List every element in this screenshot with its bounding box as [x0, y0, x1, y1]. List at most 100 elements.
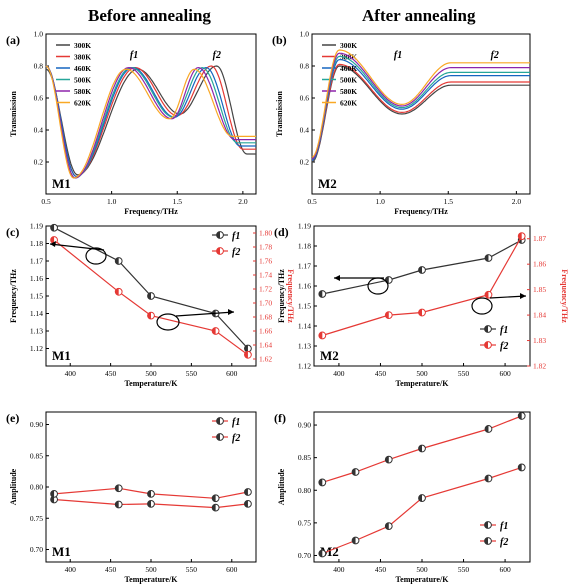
x-tick-label: 400 — [65, 369, 77, 378]
plot-frame — [311, 33, 531, 195]
data-point-f2-fill — [485, 475, 489, 482]
y-right-tick-label: 1.83 — [533, 336, 546, 345]
chart-panel-a: (a) M10.5 1.0 1.5 2.0 0.2 0.4 0.6 0.8 1.0 Frequenc… — [6, 30, 257, 216]
data-point-f2-fill — [50, 236, 55, 244]
y-tick-label: 0.80 — [30, 483, 43, 492]
data-point-f1-fill — [147, 500, 151, 508]
x-tick-label: 0.5 — [41, 197, 51, 206]
y-tick-label: 1.12 — [298, 362, 311, 371]
x-tick-label: 400 — [333, 565, 345, 574]
y-right-tick-label: 1.78 — [259, 243, 272, 252]
legend-marker-f1-fill — [484, 521, 488, 529]
x-tick-label: 500 — [145, 369, 157, 378]
axis-indicator-arrowhead — [228, 309, 234, 315]
x-tick-label: 450 — [105, 565, 117, 574]
y-tick-label: 0.85 — [30, 451, 43, 460]
series-line-460K — [311, 58, 530, 161]
data-point-f1-fill — [244, 345, 248, 352]
annotation-f1: f1 — [130, 50, 138, 61]
y-tick-label: 1.19 — [298, 222, 311, 231]
y-tick-label: 0.75 — [30, 514, 43, 523]
x-axis-label: Temperature/K — [125, 379, 179, 388]
series-line-580K — [311, 52, 530, 160]
legend-marker-f2-fill — [216, 247, 220, 255]
y-right-tick-label: 1.82 — [533, 362, 546, 371]
y-axis-label: Amplitude — [277, 468, 286, 505]
x-tick-label: 450 — [105, 369, 117, 378]
legend-label-f1: f1 — [500, 325, 508, 336]
legend-marker-f1-fill — [216, 417, 220, 425]
y-right-axis-label: Frequency/THz — [560, 269, 568, 323]
x-tick-label: 1.5 — [173, 197, 183, 206]
series-line-580K — [45, 65, 256, 179]
data-point-f1-fill — [115, 501, 119, 508]
series-line-300K — [311, 65, 530, 163]
y-tick-label: 1.17 — [30, 257, 43, 266]
y-right-tick-label: 1.87 — [533, 234, 546, 243]
panel-label: (e) — [6, 411, 19, 425]
sample-label: M1 — [52, 544, 71, 559]
data-point-f2-fill — [518, 232, 522, 240]
y-tick-label: 1.16 — [298, 282, 311, 291]
y-tick-label: 1.18 — [30, 239, 43, 248]
legend-label-f1: f1 — [232, 417, 240, 428]
x-tick-label: 600 — [226, 565, 238, 574]
legend-label-460K: 460K — [74, 64, 91, 73]
x-tick-label: 500 — [416, 565, 428, 574]
chart-panel-c: (c) M1 400 450 500 550 600 1.12 1.13 1.14 1.15 1.16… — [6, 222, 295, 389]
x-tick-label: 450 — [375, 565, 387, 574]
data-point-f1-fill — [147, 292, 151, 300]
annotation-f2: f2 — [213, 50, 221, 61]
data-point-f2-fill — [115, 288, 119, 296]
x-axis-label: Frequency/THz — [124, 207, 178, 216]
x-axis-label: Temperature/K — [125, 575, 179, 584]
series-line-380K — [311, 63, 530, 161]
x-tick-label: 1.0 — [375, 197, 385, 206]
panel-label: (d) — [274, 225, 289, 239]
x-tick-label: 400 — [65, 565, 77, 574]
legend-label-500K: 500K — [340, 76, 357, 85]
data-point-f2-fill — [385, 311, 389, 319]
data-point-f2-fill — [485, 291, 489, 299]
data-point-f2-fill — [115, 484, 119, 492]
chart-panel-b: (b) M20.5 1.0 1.5 2.0 0.2 0.4 0.6 0.8 1.0 Frequenc… — [272, 30, 531, 216]
y-right-tick-label: 1.68 — [259, 313, 272, 322]
axis-indicator-arrowhead — [334, 275, 340, 281]
y-tick-label: 0.6 — [34, 94, 44, 103]
legend-label-460K: 460K — [340, 64, 357, 73]
axis-indicator-arrowhead — [520, 293, 526, 299]
y-tick-label: 0.8 — [34, 62, 44, 71]
data-point-f2-fill — [318, 332, 323, 339]
data-point-f1-fill — [518, 412, 522, 420]
plot-frame — [313, 411, 531, 563]
axis-indicator-arrowhead — [50, 241, 56, 247]
panel-label: (a) — [6, 33, 20, 47]
y-right-tick-label: 1.70 — [259, 299, 272, 308]
data-point-f2-fill — [352, 537, 356, 544]
axis-indicator-oval — [367, 277, 389, 295]
chart-panel-e: (e) M1 400 450 500 550 600 0.70 0.75 0.80 0.85 0.90… — [6, 411, 257, 584]
data-point-f2-fill — [418, 309, 422, 316]
legend-label-f2: f2 — [232, 247, 240, 258]
legend-label-f1: f1 — [500, 521, 508, 532]
data-point-f1-fill — [485, 254, 489, 262]
plot-frame — [45, 33, 257, 195]
data-point-f2-fill — [244, 351, 248, 359]
y-tick-label: 0.85 — [298, 453, 311, 462]
annotation-f2: f2 — [491, 50, 499, 61]
x-axis-label: Temperature/K — [396, 575, 450, 584]
y-tick-label: 0.90 — [298, 421, 311, 430]
x-tick-label: 450 — [375, 369, 387, 378]
y-tick-label: 1.14 — [30, 309, 43, 318]
y-tick-label: 1.18 — [298, 242, 311, 251]
x-tick-label: 0.5 — [307, 197, 317, 206]
axis-indicator-arrow — [175, 311, 235, 317]
data-point-f1-fill — [212, 504, 216, 512]
y-axis-label: Amplitude — [9, 468, 18, 505]
y-tick-label: 1.15 — [30, 292, 43, 301]
legend-marker-f2-fill — [484, 537, 488, 545]
y-tick-label: 1.15 — [298, 302, 311, 311]
plot-frame — [45, 411, 257, 563]
y-tick-label: 1.19 — [30, 222, 43, 231]
